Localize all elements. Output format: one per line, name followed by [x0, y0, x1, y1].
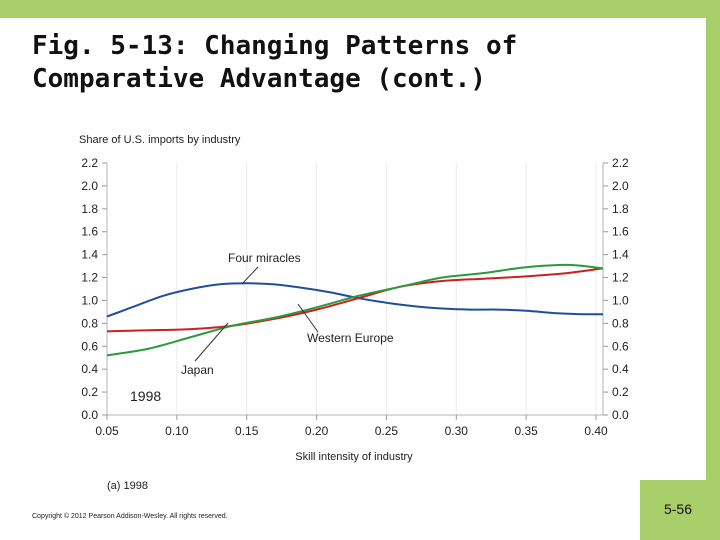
y-tick-label-right: 0.4	[612, 362, 629, 376]
y-tick-label-right: 1.2	[612, 271, 629, 285]
y-tick-label-right: 1.6	[612, 225, 629, 239]
x-tick-label: 0.25	[375, 424, 399, 438]
y-tick-label-right: 0.6	[612, 339, 629, 353]
y-tick-label-left: 1.0	[81, 293, 98, 307]
y-tick-label-left: 0.6	[81, 339, 98, 353]
x-tick-label: 0.20	[305, 424, 329, 438]
year-label: 1998	[130, 388, 161, 404]
annotation-western-europe: Western Europe	[307, 331, 394, 345]
y-tick-label-right: 0.2	[612, 385, 629, 399]
slide-title: Fig. 5-13: Changing Patterns of Comparat…	[32, 30, 632, 96]
y-tick-label-right: 2.2	[612, 156, 629, 170]
y-tick-label-right: 2.0	[612, 179, 629, 193]
y-tick-label-left: 0.4	[81, 362, 98, 376]
x-tick-label: 0.05	[95, 424, 119, 438]
y-tick-label-left: 1.2	[81, 271, 98, 285]
series-line-western-europe	[106, 267, 604, 333]
annotation-japan: Japan	[181, 363, 214, 377]
slide-title-line-1: Fig. 5-13: Changing Patterns of	[32, 31, 518, 61]
chart-title: Share of U.S. imports by industry	[79, 134, 241, 146]
y-tick-label-left: 0.8	[81, 316, 98, 330]
y-tick-label-right: 0.8	[612, 316, 629, 330]
y-tick-label-left: 2.0	[81, 179, 98, 193]
slide-number-box	[640, 480, 720, 540]
annotation-leader-western-europe	[297, 303, 319, 333]
chart-caption: (a) 1998	[107, 480, 148, 492]
x-axis-label: Skill intensity of industry	[295, 451, 413, 463]
annotation-four-miracles: Four miracles	[228, 251, 301, 265]
y-tick-label-left: 0.2	[81, 385, 98, 399]
y-tick-label-left: 1.4	[81, 248, 98, 262]
y-tick-label-right: 0.0	[612, 408, 629, 422]
annotation-leader-four-miracles	[241, 266, 259, 285]
frame-top-bar	[0, 0, 720, 18]
copyright-notice: Copyright © 2012 Pearson Addison-Wesley.…	[32, 513, 228, 520]
y-tick-label-left: 0.0	[81, 408, 98, 422]
series-line-japan	[106, 263, 604, 357]
x-tick-label: 0.10	[165, 424, 189, 438]
x-tick-label: 0.35	[514, 424, 538, 438]
y-tick-label-left: 1.6	[81, 225, 98, 239]
y-tick-label-left: 2.2	[81, 156, 98, 170]
y-tick-label-right: 1.0	[612, 293, 629, 307]
x-tick-label: 0.15	[235, 424, 259, 438]
y-tick-label-right: 1.8	[612, 202, 629, 216]
y-tick-label-left: 1.8	[81, 202, 98, 216]
x-tick-label: 0.30	[445, 424, 469, 438]
x-tick-label: 0.40	[584, 424, 608, 438]
annotation-leader-japan	[194, 322, 229, 362]
slide-number: 5-56	[663, 501, 693, 517]
slide-title-line-2: Comparative Advantage (cont.)	[32, 64, 486, 94]
y-tick-label-right: 1.4	[612, 248, 629, 262]
frame-right-bar	[706, 0, 720, 540]
